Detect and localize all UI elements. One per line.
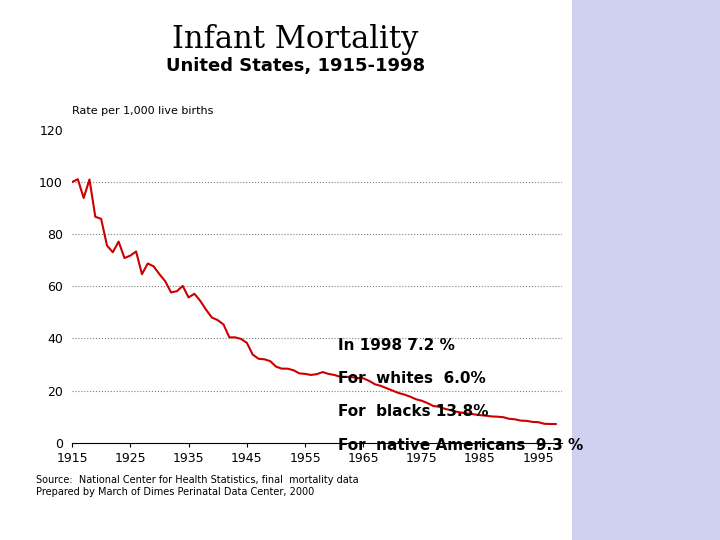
Text: For  native Americans  9.3 %: For native Americans 9.3 % xyxy=(338,438,584,453)
Text: United States, 1915-1998: United States, 1915-1998 xyxy=(166,57,425,75)
Text: In 1998 7.2 %: In 1998 7.2 % xyxy=(338,338,455,353)
Text: Source:  National Center for Health Statistics, final  mortality data
Prepared b: Source: National Center for Health Stati… xyxy=(36,475,359,497)
Text: Infant Mortality: Infant Mortality xyxy=(172,24,418,55)
Text: For  whites  6.0%: For whites 6.0% xyxy=(338,371,486,386)
Text: Rate per 1,000 live births: Rate per 1,000 live births xyxy=(72,106,213,116)
Text: For  blacks 13.8%: For blacks 13.8% xyxy=(338,404,489,420)
